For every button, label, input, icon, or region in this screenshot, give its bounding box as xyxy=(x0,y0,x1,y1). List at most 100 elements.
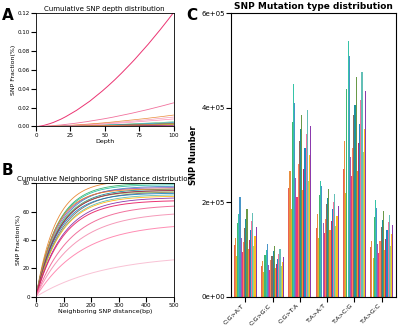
Bar xyxy=(282,262,283,297)
Title: Cumulative SNP depth distribution: Cumulative SNP depth distribution xyxy=(44,6,165,12)
Bar xyxy=(303,169,304,297)
Bar xyxy=(240,238,242,297)
Bar xyxy=(328,189,330,297)
Bar xyxy=(262,261,263,297)
Bar xyxy=(359,124,360,297)
X-axis label: Depth: Depth xyxy=(95,139,114,144)
Bar xyxy=(343,169,344,297)
Bar xyxy=(357,171,358,297)
Bar xyxy=(391,234,392,297)
Bar xyxy=(310,126,312,297)
Bar xyxy=(245,219,246,297)
Bar xyxy=(317,214,318,297)
Bar xyxy=(237,223,238,297)
Bar xyxy=(365,91,366,297)
Bar xyxy=(234,244,235,297)
Bar xyxy=(243,242,244,297)
Bar xyxy=(271,256,272,297)
Bar xyxy=(332,209,333,297)
Title: Cumulative Neighboring SNP distance distribution: Cumulative Neighboring SNP distance dist… xyxy=(17,176,192,182)
Bar xyxy=(298,164,299,297)
Bar xyxy=(356,77,357,297)
Text: C: C xyxy=(186,8,197,23)
Bar xyxy=(392,225,393,297)
Bar xyxy=(358,143,359,297)
Bar xyxy=(278,254,280,297)
Bar xyxy=(316,228,317,297)
Bar xyxy=(390,245,391,297)
Bar xyxy=(261,266,262,297)
Bar xyxy=(292,122,293,297)
Bar xyxy=(335,226,336,297)
Bar xyxy=(376,208,377,297)
Bar xyxy=(281,266,282,297)
Bar xyxy=(302,190,303,297)
Bar xyxy=(289,171,290,297)
Bar xyxy=(263,272,264,297)
Bar xyxy=(248,249,249,297)
Bar xyxy=(280,249,281,297)
Bar xyxy=(370,247,371,297)
Bar xyxy=(270,260,271,297)
Bar xyxy=(383,211,384,297)
Bar xyxy=(264,255,266,297)
Bar xyxy=(246,209,248,297)
Bar xyxy=(353,115,354,297)
Bar xyxy=(349,56,350,297)
Bar xyxy=(295,179,296,297)
Bar xyxy=(300,129,301,297)
Bar xyxy=(293,84,294,297)
Bar xyxy=(354,105,356,297)
Bar xyxy=(319,195,320,297)
Bar xyxy=(269,270,270,297)
Y-axis label: SNP Fraction(%): SNP Fraction(%) xyxy=(16,215,21,265)
Bar xyxy=(375,200,376,297)
Bar xyxy=(301,115,302,297)
Bar xyxy=(275,268,276,297)
Bar xyxy=(360,100,362,297)
Bar xyxy=(364,129,365,297)
Bar xyxy=(322,223,324,297)
X-axis label: Neighboring SNP distance(bp): Neighboring SNP distance(bp) xyxy=(58,309,152,314)
Bar xyxy=(254,236,256,297)
Bar xyxy=(350,157,351,297)
Bar xyxy=(236,257,237,297)
Bar xyxy=(326,204,327,297)
Bar xyxy=(304,148,306,297)
Bar xyxy=(331,221,332,297)
Bar xyxy=(251,221,252,297)
Bar xyxy=(253,245,254,297)
Bar xyxy=(294,103,295,297)
Bar xyxy=(381,227,382,297)
Text: B: B xyxy=(2,163,14,178)
Bar xyxy=(307,110,308,297)
Bar xyxy=(334,194,335,297)
Bar xyxy=(363,153,364,297)
Bar xyxy=(242,252,243,297)
Bar xyxy=(389,215,390,297)
Bar xyxy=(276,263,277,297)
Bar xyxy=(346,89,348,297)
Title: SNP Mutation type distribution: SNP Mutation type distribution xyxy=(234,2,393,11)
Bar xyxy=(272,251,274,297)
Bar xyxy=(377,244,378,297)
Bar xyxy=(274,245,275,297)
Bar xyxy=(345,193,346,297)
Bar xyxy=(249,240,250,297)
Bar xyxy=(266,250,267,297)
Bar xyxy=(338,206,339,297)
Bar xyxy=(299,141,300,297)
Bar xyxy=(250,230,251,297)
Bar xyxy=(388,222,389,297)
Bar xyxy=(330,230,331,297)
Bar xyxy=(327,198,328,297)
Bar xyxy=(321,185,322,297)
Bar xyxy=(386,230,388,297)
Bar xyxy=(336,216,338,297)
Bar xyxy=(288,188,289,297)
Bar xyxy=(344,141,345,297)
Bar xyxy=(374,217,375,297)
Bar xyxy=(348,41,349,297)
Bar xyxy=(371,241,372,297)
Bar xyxy=(252,213,253,297)
